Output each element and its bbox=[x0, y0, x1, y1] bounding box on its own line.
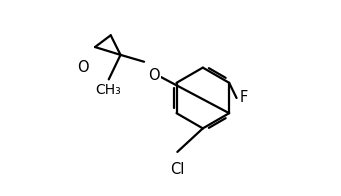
Text: CH₃: CH₃ bbox=[95, 83, 121, 97]
Text: F: F bbox=[240, 91, 248, 105]
Text: O: O bbox=[149, 68, 160, 83]
Text: O: O bbox=[77, 60, 89, 75]
Text: Cl: Cl bbox=[170, 162, 184, 177]
